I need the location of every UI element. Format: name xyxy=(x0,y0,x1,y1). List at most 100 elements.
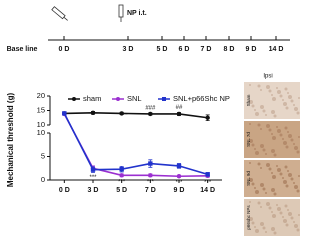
histology-texture xyxy=(260,144,264,148)
histology-texture xyxy=(287,170,289,172)
data-point xyxy=(119,111,124,116)
legend-label: sham xyxy=(83,94,101,103)
data-point xyxy=(148,111,153,117)
timeline-label: 0 D xyxy=(59,46,70,53)
histology-texture xyxy=(293,182,295,184)
histology-texture xyxy=(260,206,262,208)
histology-texture xyxy=(288,95,292,99)
histology-texture xyxy=(296,111,300,115)
legend-marker xyxy=(116,97,120,101)
histology-texture xyxy=(294,146,298,150)
histology-texture xyxy=(268,89,272,93)
histology-texture xyxy=(298,97,300,99)
histology-texture xyxy=(251,104,255,108)
series-line xyxy=(63,113,208,176)
histology-texture xyxy=(277,129,281,133)
histology-texture xyxy=(273,114,277,118)
histology-texture xyxy=(251,143,255,147)
histology-texture xyxy=(257,162,261,166)
histology-texture xyxy=(271,211,273,213)
significance-mark: *** xyxy=(89,175,97,181)
histology-texture xyxy=(265,153,267,155)
histology-texture xyxy=(265,114,267,116)
histology-texture xyxy=(266,85,270,89)
significance-mark: *** xyxy=(175,180,183,186)
significance-mark: *** xyxy=(118,179,126,185)
histology-texture xyxy=(296,228,300,232)
data-point xyxy=(90,167,96,172)
x-tick-label: 0 D xyxy=(59,187,70,194)
histology-texture xyxy=(287,92,289,94)
histology-texture xyxy=(282,99,284,101)
x-tick-label: 14 D xyxy=(200,187,215,194)
histology-texture xyxy=(282,216,284,218)
histology-texture xyxy=(254,226,256,228)
histology-texture xyxy=(285,223,289,227)
data-point xyxy=(119,173,124,178)
syringe-icon xyxy=(118,4,124,22)
histology-texture xyxy=(284,204,288,208)
histology-texture xyxy=(276,87,278,89)
data-point xyxy=(205,172,210,177)
histology-label: p66shc NPs xyxy=(246,205,251,230)
data-point xyxy=(62,111,67,116)
histology-texture xyxy=(251,221,255,225)
histology-texture xyxy=(272,97,276,101)
series-line xyxy=(64,112,208,119)
timeline-label: 9 D xyxy=(246,46,257,53)
histology-texture xyxy=(262,148,266,152)
histology-texture xyxy=(260,89,262,91)
histology-texture xyxy=(272,136,276,140)
histology-texture xyxy=(260,167,262,169)
timeline-label: 8 D xyxy=(224,46,235,53)
histology-texture xyxy=(268,128,272,132)
timeline-label: 6 D xyxy=(179,46,190,53)
legend-label: SNL xyxy=(127,94,142,103)
histology-texture xyxy=(266,163,270,167)
histology-texture xyxy=(251,182,255,186)
histology-texture xyxy=(260,128,262,130)
histology-image xyxy=(244,82,300,119)
significance-mark: *** xyxy=(204,180,212,186)
histology-texture xyxy=(254,148,256,150)
data-point xyxy=(176,111,182,117)
histology-texture xyxy=(288,134,292,138)
histology-texture xyxy=(276,165,278,167)
histology-texture xyxy=(271,110,275,114)
data-point xyxy=(176,163,182,169)
histology-texture xyxy=(249,139,253,143)
histology-texture xyxy=(284,126,288,130)
histology-texture xyxy=(255,190,259,194)
y-tick-label: 10 xyxy=(37,128,45,137)
histology-label: Sham xyxy=(246,94,251,106)
legend-label: SNL+p66Shc NP xyxy=(173,94,230,103)
legend-marker xyxy=(162,97,166,101)
histology-texture xyxy=(262,187,266,191)
histology-texture xyxy=(285,184,289,188)
y-tick-label: 20 xyxy=(37,91,45,100)
histology-label: SNL 7d xyxy=(246,132,251,147)
histology-texture xyxy=(249,178,253,182)
timeline-label: 3 D xyxy=(123,46,134,53)
histology-texture xyxy=(249,162,251,164)
histology-texture xyxy=(266,124,270,128)
histology-texture xyxy=(272,175,276,179)
histology-texture xyxy=(296,150,300,154)
timeline-label: 5 D xyxy=(157,46,168,53)
significance-mark: ## xyxy=(176,105,183,111)
x-tick-label: 7 D xyxy=(145,187,156,194)
y-axis-label: Mechanical threshold (g) xyxy=(6,93,15,188)
y-tick-label: 5 xyxy=(41,151,45,160)
histology-texture xyxy=(265,231,267,233)
timeline-annotation: NP i.t. xyxy=(127,10,147,17)
histology-texture xyxy=(279,133,283,137)
histology-texture xyxy=(262,226,266,230)
histology-texture xyxy=(255,229,259,233)
histology-texture xyxy=(271,188,275,192)
histology-texture xyxy=(260,105,264,109)
histology-texture xyxy=(294,185,298,189)
histology-texture xyxy=(255,151,259,155)
histology-texture xyxy=(273,153,277,157)
histology-texture xyxy=(290,177,294,181)
histology-texture xyxy=(249,100,253,104)
